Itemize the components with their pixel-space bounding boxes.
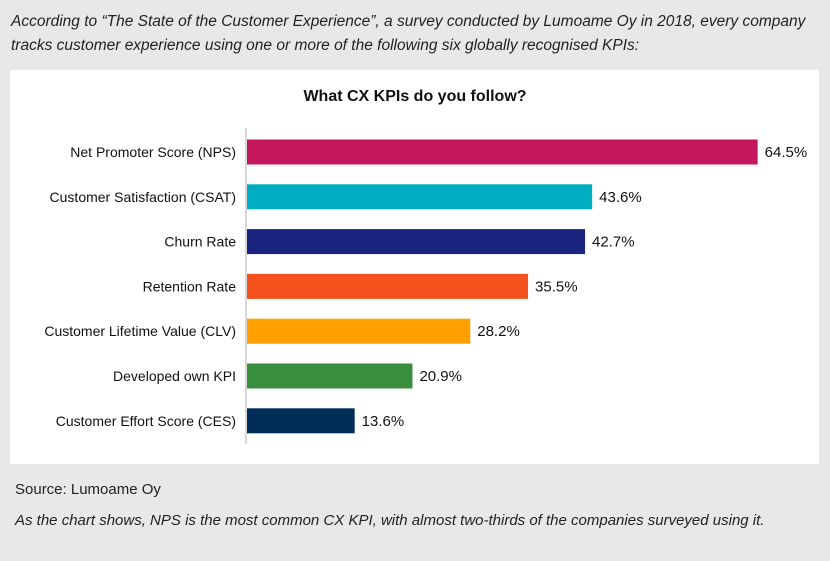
value-label: 28.2% (477, 323, 520, 340)
chart-title: What CX KPIs do you follow? (303, 88, 527, 105)
value-label: 43.6% (599, 189, 642, 206)
source-text: Source: Lumoame Oy (15, 481, 161, 498)
category-label: Developed own KPI (113, 368, 236, 384)
category-label: Customer Satisfaction (CSAT) (50, 189, 236, 205)
category-label: Customer Effort Score (CES) (56, 413, 236, 429)
bar-2 (247, 184, 593, 210)
category-label: Net Promoter Score (NPS) (70, 144, 236, 160)
bar-6 (247, 363, 413, 389)
value-label: 13.6% (362, 413, 405, 430)
bar-4 (247, 273, 529, 299)
chart-panel (10, 70, 819, 464)
category-label: Customer Lifetime Value (CLV) (44, 323, 236, 339)
value-label: 35.5% (535, 278, 578, 295)
value-label: 64.5% (765, 144, 808, 161)
bar-3 (247, 229, 586, 255)
intro-text: According to “The State of the Customer … (11, 13, 806, 54)
bar-chart: Net Promoter Score (NPS) 64.5% Customer Sa… (44, 128, 808, 444)
bar-1 (247, 139, 758, 165)
value-label: 20.9% (419, 368, 462, 385)
category-label: Retention Rate (143, 278, 237, 294)
bar-7 (247, 408, 355, 434)
bar-5 (247, 318, 471, 344)
category-label: Churn Rate (164, 234, 236, 250)
note-text: As the chart shows, NPS is the most comm… (15, 512, 765, 529)
value-label: 42.7% (592, 234, 635, 251)
